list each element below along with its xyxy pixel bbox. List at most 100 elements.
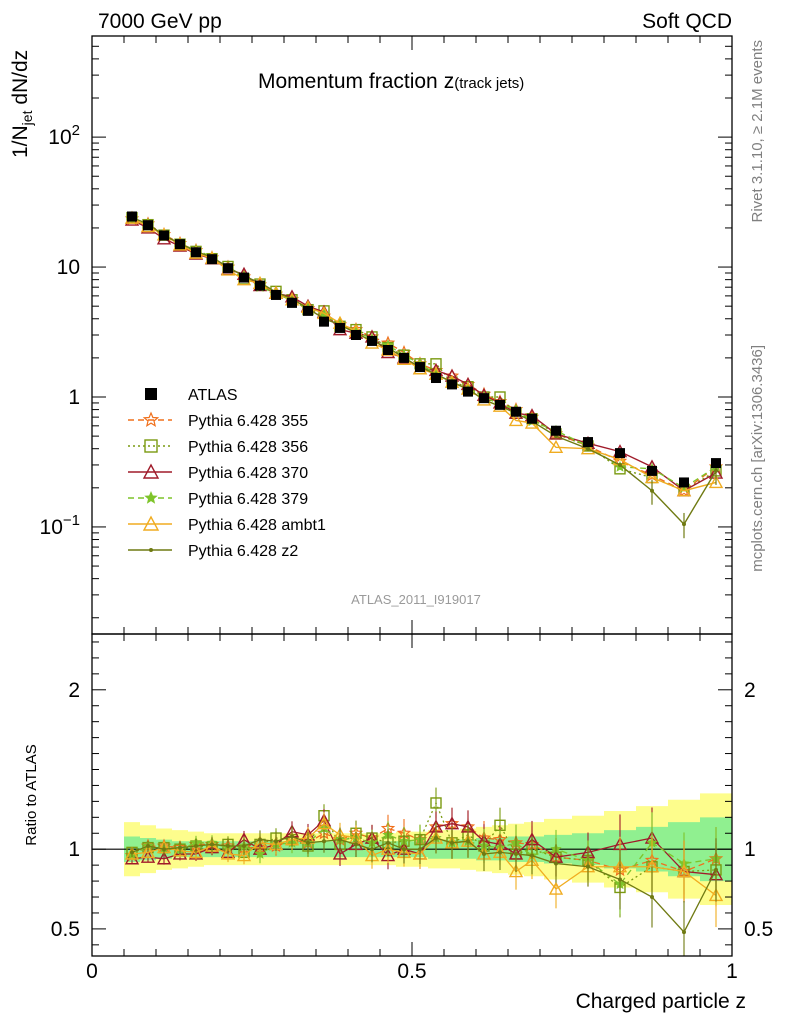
ratio-point: [338, 837, 342, 842]
data-point: [495, 399, 505, 410]
ratio-point: [430, 797, 442, 809]
data-point: [527, 413, 537, 424]
data-point: [351, 330, 361, 340]
data-point: [586, 446, 590, 451]
main-ytick-label: 10: [57, 256, 80, 279]
ratio-point: [554, 861, 558, 866]
data-point: [676, 483, 692, 497]
data-point: [548, 439, 564, 454]
ratio-point: [194, 844, 198, 849]
ratio-point: [322, 839, 326, 844]
legend-label: Pythia 6.428 z2: [188, 543, 298, 560]
ratio-point: [354, 842, 358, 847]
ratio-line: [131, 822, 717, 896]
ratio-point: [482, 851, 486, 856]
ratio-point: [220, 846, 236, 860]
ratio-point: [124, 846, 140, 860]
data-point: [431, 373, 441, 384]
legend-entry-pythia-6-428-z2: Pythia 6.428 z2: [128, 543, 298, 560]
data-point: [479, 393, 489, 404]
legend-marker: [145, 388, 157, 400]
ratio-series-layer: [92, 787, 732, 956]
main-ytick-label: 102: [48, 122, 80, 149]
legend-entry-pythia-6-428-ambt1: Pythia 6.428 ambt1: [128, 515, 326, 534]
data-point: [447, 379, 457, 390]
ratio-point: [254, 848, 266, 859]
legend-marker: [149, 548, 153, 552]
ratio-line: [131, 819, 717, 876]
ratio-point: [188, 844, 204, 859]
ratio-ytick-label-right: 1: [744, 838, 756, 861]
legend-label: Pythia 6.428 356: [188, 439, 308, 456]
ratio-point: [450, 840, 454, 845]
main-series-layer: [124, 210, 724, 539]
legend-marker: [144, 491, 158, 504]
legend-marker: [142, 411, 160, 427]
legend-entry-pythia-6-428-356: Pythia 6.428 356: [128, 439, 308, 456]
ratio-point: [236, 848, 252, 862]
ratio-point: [172, 843, 188, 857]
ratio-ytick-label: 2: [68, 679, 80, 702]
ratio-point: [386, 840, 390, 845]
legend: ATLAS Pythia 6.428 355 Pythia 6.428 356 Pyt…: [128, 387, 326, 560]
header-left: 7000 GeV pp: [98, 10, 222, 33]
ratio-point: [508, 864, 524, 878]
data-point: [714, 468, 718, 473]
data-point: [463, 386, 473, 397]
data-point: [583, 437, 593, 448]
ratio-point: [178, 845, 182, 850]
legend-entry-pythia-6-428-379: Pythia 6.428 379: [128, 491, 308, 508]
series-line-pythia-6-428-356: [131, 217, 717, 492]
ratio-frame: [91, 633, 733, 957]
mcplots-label: mcplots.cern.ch [arXiv:1306.3436]: [749, 345, 766, 572]
header-right: Soft QCD: [642, 10, 732, 33]
data-point: [335, 322, 345, 333]
series-atlas: [127, 211, 721, 488]
ratio-ytick-label-right: 0.5: [744, 918, 773, 941]
data-point: [143, 220, 153, 231]
ratio-point: [418, 847, 422, 852]
ratio-point: [402, 847, 406, 852]
legend-marker: [142, 463, 160, 479]
ratio-ylabel: Ratio to ATLAS: [23, 744, 40, 845]
main-ylabel-subscript: jet: [19, 110, 35, 126]
main-ytick-label: 10−1: [40, 512, 80, 539]
data-point: [615, 448, 625, 459]
data-point: [287, 297, 297, 308]
data-point: [708, 474, 724, 489]
legend-marker: [142, 515, 160, 531]
ratio-point: [274, 839, 278, 844]
xtick-label: 0: [86, 960, 98, 983]
ratio-xlabel: Charged particle z: [576, 990, 746, 1013]
data-point: [239, 272, 249, 283]
rivet-label: Rivet 3.1.10, ≥ 2.1M events: [749, 40, 766, 223]
data-point: [367, 335, 377, 346]
ratio-ytick-label: 1: [68, 838, 80, 861]
ratio-point: [316, 816, 332, 830]
main-panel: 10−1 1 10 102 Momentum fraction z(track jets…: [9, 35, 733, 635]
ratio-point: [306, 840, 310, 845]
data-point: [319, 316, 329, 327]
ratio-point: [498, 850, 502, 855]
main-ylabel: 1/Njet dN/dz: [9, 50, 35, 158]
data-point: [159, 230, 169, 241]
legend-entry-pythia-6-428-370: Pythia 6.428 370: [128, 463, 308, 482]
data-point: [508, 412, 524, 427]
ratio-point: [210, 842, 214, 847]
data-point: [679, 477, 689, 488]
ratio-ytick-label: 0.5: [51, 918, 80, 941]
main-ylabel-text: 1/N: [9, 125, 32, 158]
ratio-point: [466, 839, 470, 844]
ratio-panel: 0.5 0.5 1 1 2 2 0 0.5 1 Ratio to ATLAS Charged p…: [23, 633, 773, 1013]
data-point: [399, 352, 409, 363]
xtick-label: 0.5: [397, 960, 426, 983]
data-point: [618, 462, 622, 467]
legend-entry-pythia-6-428-355: Pythia 6.428 355: [128, 411, 308, 430]
main-title-subscript: (track jets): [454, 75, 524, 92]
ratio-point: [258, 837, 262, 842]
ratio-series-pythia-6-428-z2: [130, 822, 718, 956]
data-point: [207, 254, 217, 265]
data-point: [223, 263, 233, 274]
data-point: [415, 362, 425, 373]
